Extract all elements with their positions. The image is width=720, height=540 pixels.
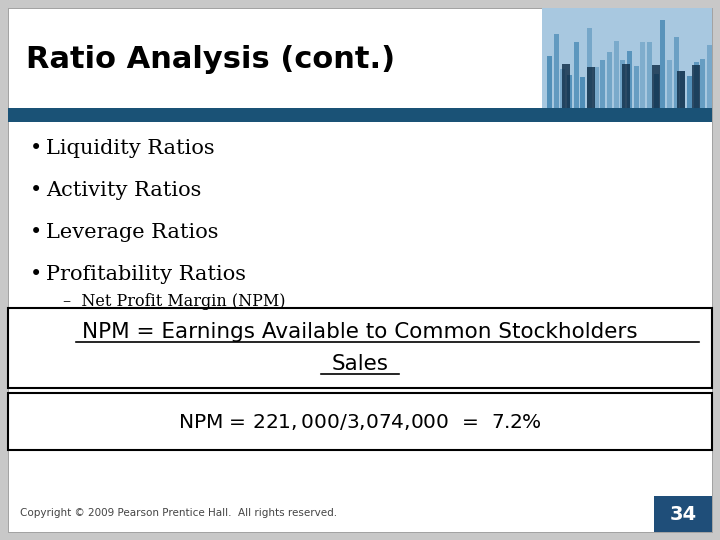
Text: •: • [30, 264, 42, 284]
Text: NPM = Earnings Available to Common Stockholders: NPM = Earnings Available to Common Stock… [82, 322, 638, 342]
Text: –  Net Profit Margin (NPM): – Net Profit Margin (NPM) [63, 294, 286, 310]
Bar [562, 64, 570, 108]
Text: •: • [30, 180, 42, 200]
Bar [640, 43, 645, 108]
Bar [634, 66, 639, 108]
Bar [600, 60, 606, 108]
Text: NPM = $221,000/$3,074,000  =  7.2%: NPM = $221,000/$3,074,000 = 7.2% [178, 411, 542, 431]
Bar [654, 74, 659, 108]
Bar [627, 51, 632, 108]
Bar [654, 496, 712, 532]
Bar [8, 308, 712, 388]
Bar [613, 41, 618, 108]
Bar [547, 56, 552, 108]
Bar [607, 52, 612, 108]
Bar [701, 59, 706, 108]
Bar [693, 63, 698, 108]
Bar [580, 77, 585, 108]
Text: Sales: Sales [331, 354, 389, 374]
Bar [542, 8, 712, 108]
Bar [692, 65, 700, 108]
Bar [652, 65, 660, 108]
Bar [687, 76, 692, 108]
Text: •: • [30, 138, 42, 158]
Bar [677, 71, 685, 108]
Text: Liquidity Ratios: Liquidity Ratios [46, 138, 215, 158]
Bar [674, 37, 679, 108]
Text: Activity Ratios: Activity Ratios [46, 180, 202, 199]
Bar [560, 69, 565, 108]
Text: 34: 34 [670, 504, 696, 523]
Bar [667, 60, 672, 108]
Text: Leverage Ratios: Leverage Ratios [46, 222, 218, 241]
Text: Profitability Ratios: Profitability Ratios [46, 265, 246, 284]
Bar [594, 67, 598, 108]
Bar [660, 20, 665, 108]
Bar [8, 393, 712, 450]
Bar [622, 64, 630, 108]
Bar [621, 60, 626, 108]
Bar [574, 42, 579, 108]
Bar [554, 34, 559, 108]
Bar [8, 108, 712, 122]
Text: Ratio Analysis (cont.): Ratio Analysis (cont.) [26, 45, 395, 75]
Text: •: • [30, 222, 42, 242]
Bar [680, 71, 685, 108]
Bar [587, 68, 595, 108]
Bar [647, 42, 652, 108]
Bar [567, 75, 572, 108]
Bar [707, 45, 712, 108]
Text: Copyright © 2009 Pearson Prentice Hall.  All rights reserved.: Copyright © 2009 Pearson Prentice Hall. … [20, 508, 337, 518]
Bar [587, 28, 592, 108]
